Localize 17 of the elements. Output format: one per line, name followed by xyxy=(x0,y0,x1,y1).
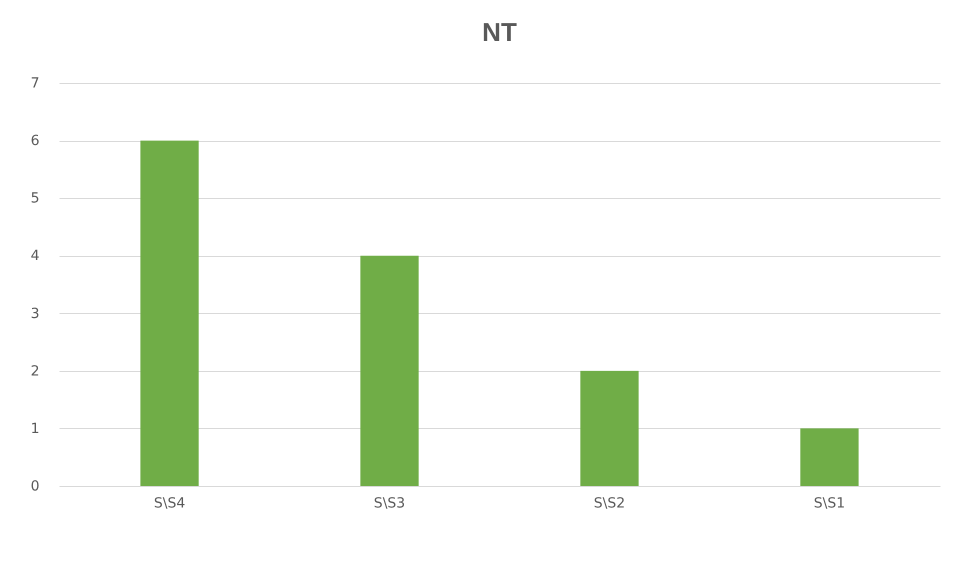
y-tick-label: 5 xyxy=(30,190,40,207)
y-tick-label: 3 xyxy=(30,306,40,322)
x-tick-label: S\S4 xyxy=(154,496,186,512)
y-tick-label: 4 xyxy=(30,248,40,264)
y-tick-label: 1 xyxy=(30,420,40,437)
bar xyxy=(800,428,859,486)
x-tick-label: S\S2 xyxy=(594,496,626,512)
y-tick-label: 7 xyxy=(30,76,40,92)
x-tick-label: S\S1 xyxy=(814,496,846,512)
y-tick-label: 0 xyxy=(30,478,40,494)
y-tick-label: 6 xyxy=(30,133,40,150)
chart-title: NT xyxy=(482,17,517,47)
bar xyxy=(140,140,199,486)
y-tick-label: 2 xyxy=(30,363,40,380)
bar xyxy=(360,256,419,486)
x-tick-label: S\S3 xyxy=(374,496,406,512)
bar xyxy=(580,370,639,486)
